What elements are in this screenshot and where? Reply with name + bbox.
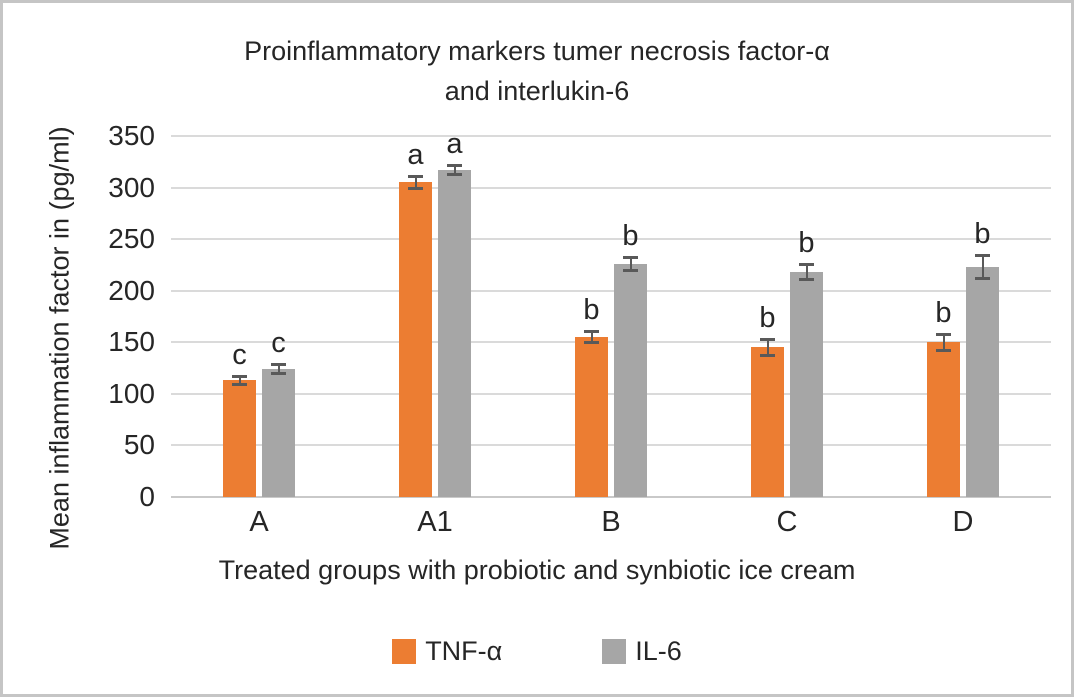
error-bar-cap-top xyxy=(584,329,599,333)
error-bar-cap-bottom xyxy=(975,277,990,281)
error-bar-cap-bottom xyxy=(408,186,423,190)
error-bar xyxy=(590,330,593,344)
bar-TNF-α-A xyxy=(223,380,256,497)
legend-label: TNF-α xyxy=(425,636,503,666)
bar-IL-6-A xyxy=(262,369,295,497)
bar-IL-6-C xyxy=(790,272,823,497)
gridline xyxy=(171,392,1051,395)
significance-letter: b xyxy=(935,297,952,330)
significance-letter: b xyxy=(798,226,815,259)
y-tick-label: 200 xyxy=(108,274,155,306)
error-bar-cap-bottom xyxy=(271,372,286,376)
y-tick-label: 150 xyxy=(108,326,155,358)
error-bar-cap-top xyxy=(975,253,990,257)
legend-label: IL-6 xyxy=(635,636,682,666)
error-bar xyxy=(277,363,280,375)
bar-IL-6-A1 xyxy=(438,170,471,497)
legend: TNF-α IL-6 xyxy=(3,636,1071,667)
error-bar xyxy=(238,376,241,385)
significance-letter: b xyxy=(759,302,776,335)
chart-title-line2: and interlukin-6 xyxy=(444,76,630,106)
error-bar xyxy=(453,164,456,176)
error-bar xyxy=(629,256,632,272)
significance-letter: b xyxy=(974,217,991,250)
error-bar-cap-top xyxy=(271,362,286,366)
bar-TNF-α-D xyxy=(927,342,960,497)
y-tick-label: 100 xyxy=(108,377,155,409)
bar-IL-6-B xyxy=(614,263,647,497)
y-tick-label: 350 xyxy=(108,120,155,151)
chart-title-line1: Proinflammatory markers tumer necrosis f… xyxy=(244,36,830,66)
significance-letter: c xyxy=(232,339,247,372)
significance-letter: b xyxy=(583,293,600,326)
significance-letter: c xyxy=(271,326,286,359)
error-bar xyxy=(942,334,945,351)
gridline xyxy=(171,238,1051,241)
error-bar-cap-bottom xyxy=(232,382,247,386)
error-bar xyxy=(805,263,808,281)
x-tick-label: C xyxy=(776,506,798,538)
gridline xyxy=(171,444,1051,447)
x-tick-label: A xyxy=(249,506,269,538)
significance-letter: a xyxy=(446,127,463,160)
significance-letter: a xyxy=(407,139,424,172)
error-bar-cap-bottom xyxy=(760,353,775,357)
bar-TNF-α-C xyxy=(751,347,784,497)
x-axis-line xyxy=(171,496,1051,498)
error-bar-cap-top xyxy=(936,333,951,337)
legend-swatch-icon xyxy=(392,639,417,664)
error-bar xyxy=(766,339,769,356)
x-tick-label: D xyxy=(952,506,974,538)
error-bar-cap-bottom xyxy=(623,269,638,273)
x-tick-label: A1 xyxy=(417,506,453,538)
gridline xyxy=(171,289,1051,292)
bar-TNF-α-B xyxy=(575,337,608,497)
error-bar-cap-top xyxy=(623,255,638,259)
y-tick-label: 50 xyxy=(123,429,155,461)
gridline xyxy=(171,186,1051,189)
y-tick-label: 0 xyxy=(139,481,155,512)
error-bar-cap-bottom xyxy=(799,278,814,282)
significance-letter: b xyxy=(622,219,639,252)
error-bar-cap-top xyxy=(232,375,247,379)
y-tick-label: 300 xyxy=(108,171,155,203)
chart-title: Proinflammatory markers tumer necrosis f… xyxy=(3,31,1071,111)
error-bar-cap-bottom xyxy=(447,173,462,177)
bar-IL-6-D xyxy=(966,266,999,497)
error-bar-cap-bottom xyxy=(936,348,951,352)
legend-swatch-icon xyxy=(602,639,627,664)
bar-TNF-α-A1 xyxy=(399,182,432,497)
error-bar-cap-top xyxy=(799,262,814,266)
error-bar xyxy=(981,254,984,280)
y-tick-label: 250 xyxy=(108,223,155,255)
error-bar-cap-top xyxy=(408,175,423,179)
error-bar-cap-top xyxy=(760,338,775,342)
legend-entry-IL-6: IL-6 xyxy=(602,636,682,667)
error-bar xyxy=(414,176,417,189)
error-bar-cap-top xyxy=(447,163,462,167)
gridline xyxy=(171,341,1051,344)
x-tick-label: B xyxy=(601,506,621,538)
legend-entry-TNF-α: TNF-α xyxy=(392,636,502,667)
x-axis-title: Treated groups with probiotic and synbio… xyxy=(218,555,856,585)
gridline xyxy=(171,135,1051,137)
error-bar-cap-bottom xyxy=(584,341,599,345)
